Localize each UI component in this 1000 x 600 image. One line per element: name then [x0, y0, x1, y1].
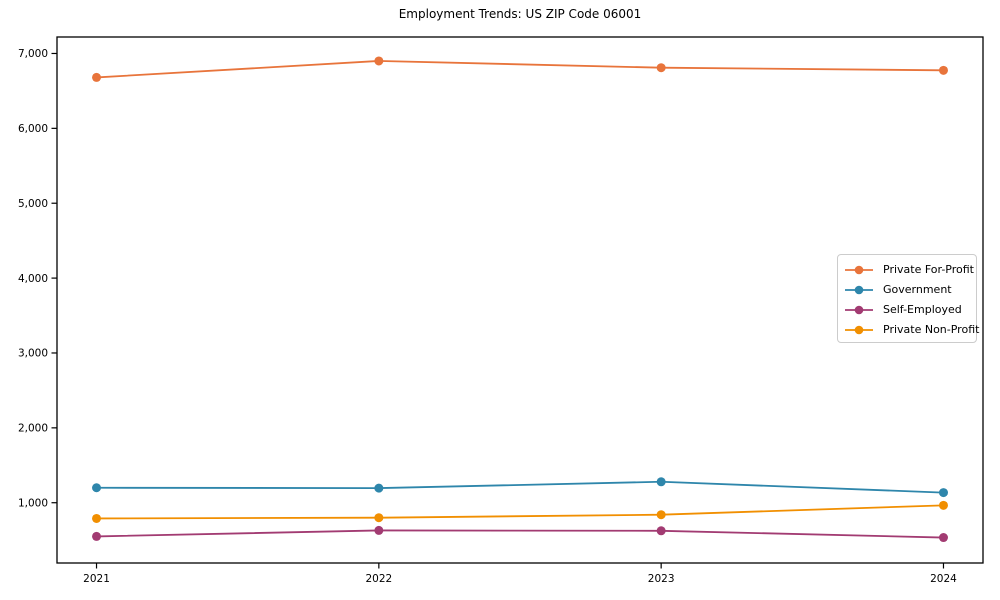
y-tick-label: 7,000: [18, 48, 48, 60]
data-point: [92, 72, 102, 82]
chart-title: Employment Trends: US ZIP Code 06001: [398, 7, 642, 21]
data-point: [92, 531, 102, 541]
series-line: [96, 480, 944, 494]
legend-item: Private Non-Profit: [844, 320, 980, 340]
x-tick-label: 2021: [83, 573, 110, 585]
y-tick-label: 2,000: [18, 423, 48, 435]
data-point: [938, 533, 948, 543]
axes-frame: [56, 36, 984, 564]
legend-marker-icon: [845, 265, 873, 275]
y-tick-label: 6,000: [18, 123, 48, 135]
series-line: [96, 60, 944, 79]
data-point: [92, 513, 102, 523]
data-point: [374, 525, 384, 535]
data-point: [374, 513, 384, 523]
legend-item: Private For-Profit: [844, 260, 976, 280]
legend-label: Private Non-Profit: [883, 323, 980, 336]
x-tick-label: 2024: [930, 573, 957, 585]
y-tick-label: 4,000: [18, 273, 48, 285]
y-tick-label: 5,000: [18, 198, 48, 210]
y-tick-label: 3,000: [18, 348, 48, 360]
series-line: [96, 504, 944, 520]
legend-label: Private For-Profit: [883, 263, 974, 276]
data-point: [656, 63, 666, 73]
legend-marker-icon: [845, 285, 873, 295]
data-point: [938, 488, 948, 498]
data-point: [938, 500, 948, 510]
legend-marker-icon: [845, 305, 873, 315]
legend-item: Government: [844, 280, 976, 300]
legend-label: Self-Employed: [883, 303, 962, 316]
series-line: [96, 529, 944, 539]
legend: Private For-Profit Government Self-Employe…: [837, 254, 980, 343]
legend-marker-icon: [845, 325, 873, 335]
data-point: [92, 483, 102, 493]
x-tick-label: 2023: [648, 573, 675, 585]
data-point: [374, 56, 384, 66]
data-point: [374, 483, 384, 493]
data-point: [656, 477, 666, 487]
data-point: [938, 65, 948, 75]
legend-item: Self-Employed: [844, 300, 976, 320]
legend-label: Government: [883, 283, 952, 296]
data-point: [656, 510, 666, 520]
y-tick-label: 1,000: [18, 497, 48, 509]
x-tick-label: 2022: [365, 573, 392, 585]
data-point: [656, 526, 666, 536]
